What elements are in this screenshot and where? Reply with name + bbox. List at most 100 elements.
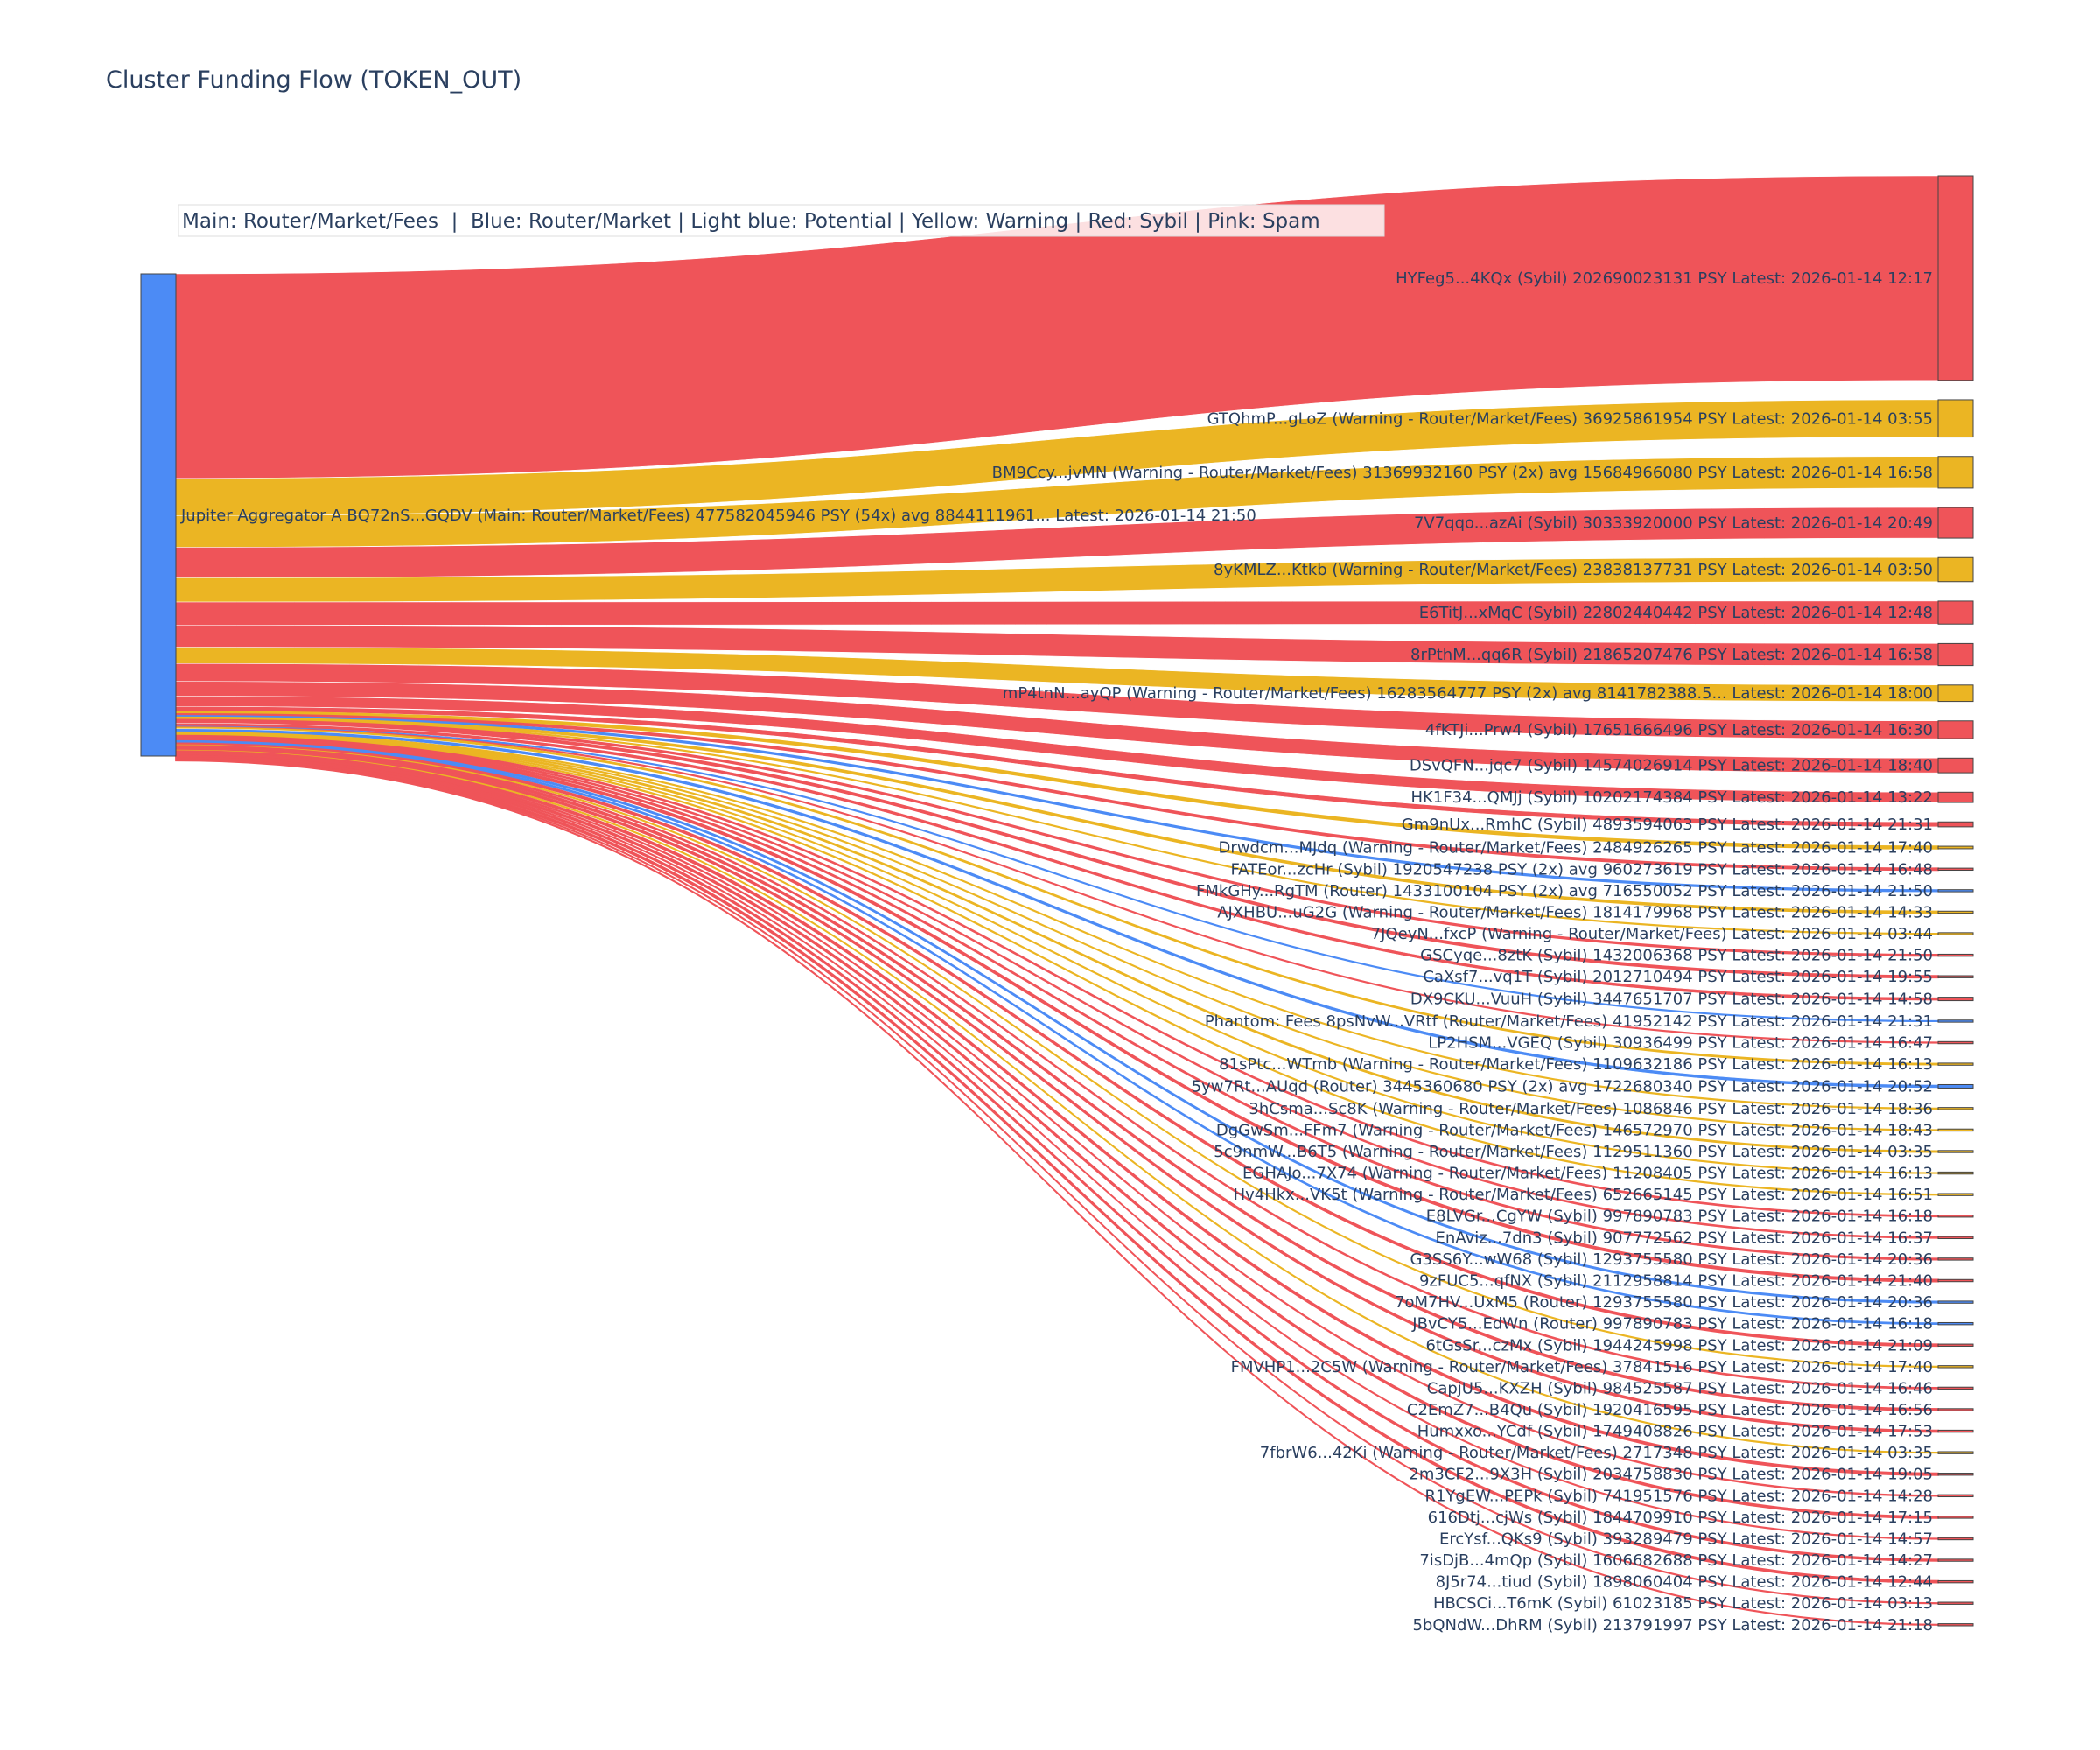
- target-node-label: CaXsf7...vq1T (Sybil) 2012710494 PSY Lat…: [1423, 968, 1933, 986]
- target-node-label: mP4tnN...ayQP (Warning - Router/Market/F…: [1003, 684, 1933, 703]
- target-node[interactable]: [1937, 1579, 1974, 1584]
- target-node[interactable]: [1937, 1321, 1974, 1326]
- target-node[interactable]: [1937, 1214, 1974, 1218]
- target-node-label: 5bQNdW...DhRM (Sybil) 213791997 PSY Late…: [1412, 1616, 1933, 1634]
- target-node-label: 8yKMLZ...Ktkb (Warning - Router/Market/F…: [1214, 561, 1933, 579]
- target-node[interactable]: [1937, 642, 1974, 667]
- target-node[interactable]: [1937, 1040, 1974, 1045]
- target-node[interactable]: [1937, 1601, 1974, 1605]
- target-node-label: FMkGHy...RgTM (Router) 1433100104 PSY (2…: [1196, 882, 1933, 900]
- target-node[interactable]: [1937, 1300, 1974, 1304]
- source-node-label: Jupiter Aggregator A BQ72nS...GQDV (Main…: [180, 507, 1256, 525]
- target-node[interactable]: [1937, 175, 1974, 382]
- source-node[interactable]: [140, 273, 177, 757]
- target-node[interactable]: [1937, 399, 1974, 438]
- target-node-label: HK1F34...QMJj (Sybil) 10202174384 PSY La…: [1410, 788, 1933, 807]
- target-node[interactable]: [1937, 791, 1974, 803]
- target-node[interactable]: [1937, 1536, 1974, 1541]
- target-node-label: 8rPthM...qq6R (Sybil) 21865207476 PSY La…: [1410, 646, 1933, 664]
- target-node-label: 2m3CF2...9X3H (Sybil) 2034758830 PSY Lat…: [1409, 1466, 1933, 1484]
- target-node-label: 3hCsma...Sc8K (Warning - Router/Market/F…: [1249, 1100, 1933, 1118]
- target-node[interactable]: [1937, 1451, 1974, 1454]
- target-node-label: Hv4Hkx...VK5t (Warning - Router/Market/F…: [1234, 1186, 1933, 1204]
- target-node[interactable]: [1937, 1150, 1974, 1153]
- target-node[interactable]: [1937, 1128, 1974, 1132]
- target-node-label: 7oM7HV...UxM5 (Router) 1293755580 PSY La…: [1395, 1293, 1933, 1312]
- target-node[interactable]: [1937, 556, 1974, 583]
- target-node-label: Drwdcm...MJdq (Warning - Router/Market/F…: [1218, 838, 1933, 857]
- target-node-label: 7V7qqo...azAi (Sybil) 30333920000 PSY La…: [1414, 514, 1933, 533]
- target-node[interactable]: [1937, 684, 1974, 703]
- nodes-layer: [140, 175, 1974, 1627]
- target-node[interactable]: [1937, 1623, 1974, 1627]
- links-layer: [175, 175, 1939, 1626]
- target-node-label: GSCyqe...8ztK (Sybil) 1432006368 PSY Lat…: [1420, 947, 1933, 965]
- target-node[interactable]: [1937, 1516, 1974, 1519]
- target-node[interactable]: [1937, 867, 1974, 872]
- target-node-label: EnAviz...7dn3 (Sybil) 907772562 PSY Late…: [1436, 1228, 1933, 1247]
- target-node[interactable]: [1937, 1408, 1974, 1411]
- target-node-label: BM9Ccy...jvMN (Warning - Router/Market/F…: [992, 464, 1933, 482]
- target-node[interactable]: [1937, 757, 1974, 774]
- target-node[interactable]: [1937, 1278, 1974, 1283]
- target-node[interactable]: [1937, 1386, 1974, 1390]
- target-node-label: DX9CKU...VuuH (Sybil) 3447651707 PSY Lat…: [1410, 990, 1933, 1009]
- target-node[interactable]: [1937, 1107, 1974, 1110]
- target-node[interactable]: [1937, 1257, 1974, 1261]
- target-node-label: 7JQeyN...fxcP (Warning - Router/Market/F…: [1371, 925, 1933, 943]
- flow-link[interactable]: [175, 735, 1939, 1239]
- target-node[interactable]: [1937, 1019, 1974, 1023]
- target-node[interactable]: [1937, 1558, 1974, 1562]
- target-node-label: JBvCY5...EdWn (Router) 997890783 PSY Lat…: [1411, 1315, 1933, 1334]
- target-node[interactable]: [1937, 1429, 1974, 1433]
- target-node[interactable]: [1937, 1171, 1974, 1175]
- target-node-label: EGHAJo...7X74 (Warning - Router/Market/F…: [1242, 1165, 1933, 1183]
- target-node-label: R1YgEW...PEPk (Sybil) 741951576 PSY Late…: [1424, 1487, 1933, 1505]
- target-node-label: 6tGsSr...czMx (Sybil) 1944245998 PSY Lat…: [1425, 1336, 1933, 1354]
- target-node-label: 8J5r74...tiud (Sybil) 1898060404 PSY Lat…: [1436, 1573, 1933, 1592]
- target-node[interactable]: [1937, 507, 1974, 539]
- target-node[interactable]: [1937, 1494, 1974, 1498]
- target-node-label: FATEor...zcHr (Sybil) 1920547238 PSY (2x…: [1230, 860, 1933, 878]
- target-node-label: Humxxo...YCdf (Sybil) 1749408826 PSY Lat…: [1418, 1423, 1933, 1441]
- target-node-label: 7isDjB...4mQp (Sybil) 1606682688 PSY Lat…: [1419, 1551, 1933, 1570]
- target-node[interactable]: [1937, 1236, 1974, 1240]
- target-node[interactable]: [1937, 1062, 1974, 1066]
- target-node-label: GTQhmP...gLoZ (Warning - Router/Market/F…: [1208, 410, 1933, 428]
- target-node-label: E6TitJ...xMqC (Sybil) 22802440442 PSY La…: [1419, 604, 1933, 622]
- target-node[interactable]: [1937, 1343, 1974, 1347]
- target-node[interactable]: [1937, 997, 1974, 1002]
- target-node-label: 7fbrW6...42Ki (Warning - Router/Market/F…: [1260, 1444, 1933, 1462]
- target-node-label: C2EmZ7...B4Qu (Sybil) 1920416595 PSY Lat…: [1407, 1401, 1933, 1419]
- target-node[interactable]: [1937, 720, 1974, 739]
- chart-title: Cluster Funding Flow (TOKEN_OUT): [106, 66, 522, 94]
- target-node[interactable]: [1937, 1083, 1974, 1088]
- target-node[interactable]: [1937, 975, 1974, 978]
- target-node[interactable]: [1937, 1193, 1974, 1196]
- target-node[interactable]: [1937, 889, 1974, 892]
- target-node-label: G3SS6Y...wW68 (Sybil) 1293755580 PSY Lat…: [1410, 1250, 1934, 1269]
- target-node-label: DSvQFN...jqc7 (Sybil) 14574026914 PSY La…: [1410, 757, 1933, 775]
- target-node-label: AJXHBU...uG2G (Warning - Router/Market/F…: [1217, 903, 1933, 921]
- target-node-label: 9zFUC5...qfNX (Sybil) 2112958814 PSY Lat…: [1419, 1272, 1933, 1291]
- target-node-label: Phantom: Fees 8psNvW...VRtf (Router/Mark…: [1205, 1012, 1933, 1031]
- target-node[interactable]: [1937, 821, 1974, 828]
- target-node-label: HBCSCi...T6mK (Sybil) 61023185 PSY Lates…: [1433, 1594, 1933, 1613]
- target-node-label: E8LVGr...CgYW (Sybil) 997890783 PSY Late…: [1426, 1208, 1933, 1226]
- target-node[interactable]: [1937, 953, 1974, 957]
- target-node-label: ErcYsf...QKs9 (Sybil) 393289479 PSY Late…: [1439, 1530, 1933, 1548]
- target-node[interactable]: [1937, 1473, 1974, 1476]
- target-node[interactable]: [1937, 910, 1974, 914]
- legend-annotation: Main: Router/Market/Fees | Blue: Router/…: [182, 210, 1320, 233]
- target-node-label: 616Dtj...cjWs (Sybil) 1844709910 PSY Lat…: [1428, 1508, 1933, 1527]
- target-node-label: DgGwSm...FFm7 (Warning - Router/Market/F…: [1216, 1121, 1933, 1139]
- target-node[interactable]: [1937, 845, 1974, 850]
- annotation-box: [178, 204, 1385, 237]
- target-node[interactable]: [1937, 1365, 1974, 1368]
- target-node[interactable]: [1937, 600, 1974, 625]
- target-node-label: 4fKTJi...Prw4 (Sybil) 17651666496 PSY La…: [1425, 721, 1933, 739]
- target-node[interactable]: [1937, 456, 1974, 489]
- target-node[interactable]: [1937, 932, 1974, 935]
- target-node-label: CapjU5...KXZH (Sybil) 984525587 PSY Late…: [1427, 1379, 1933, 1397]
